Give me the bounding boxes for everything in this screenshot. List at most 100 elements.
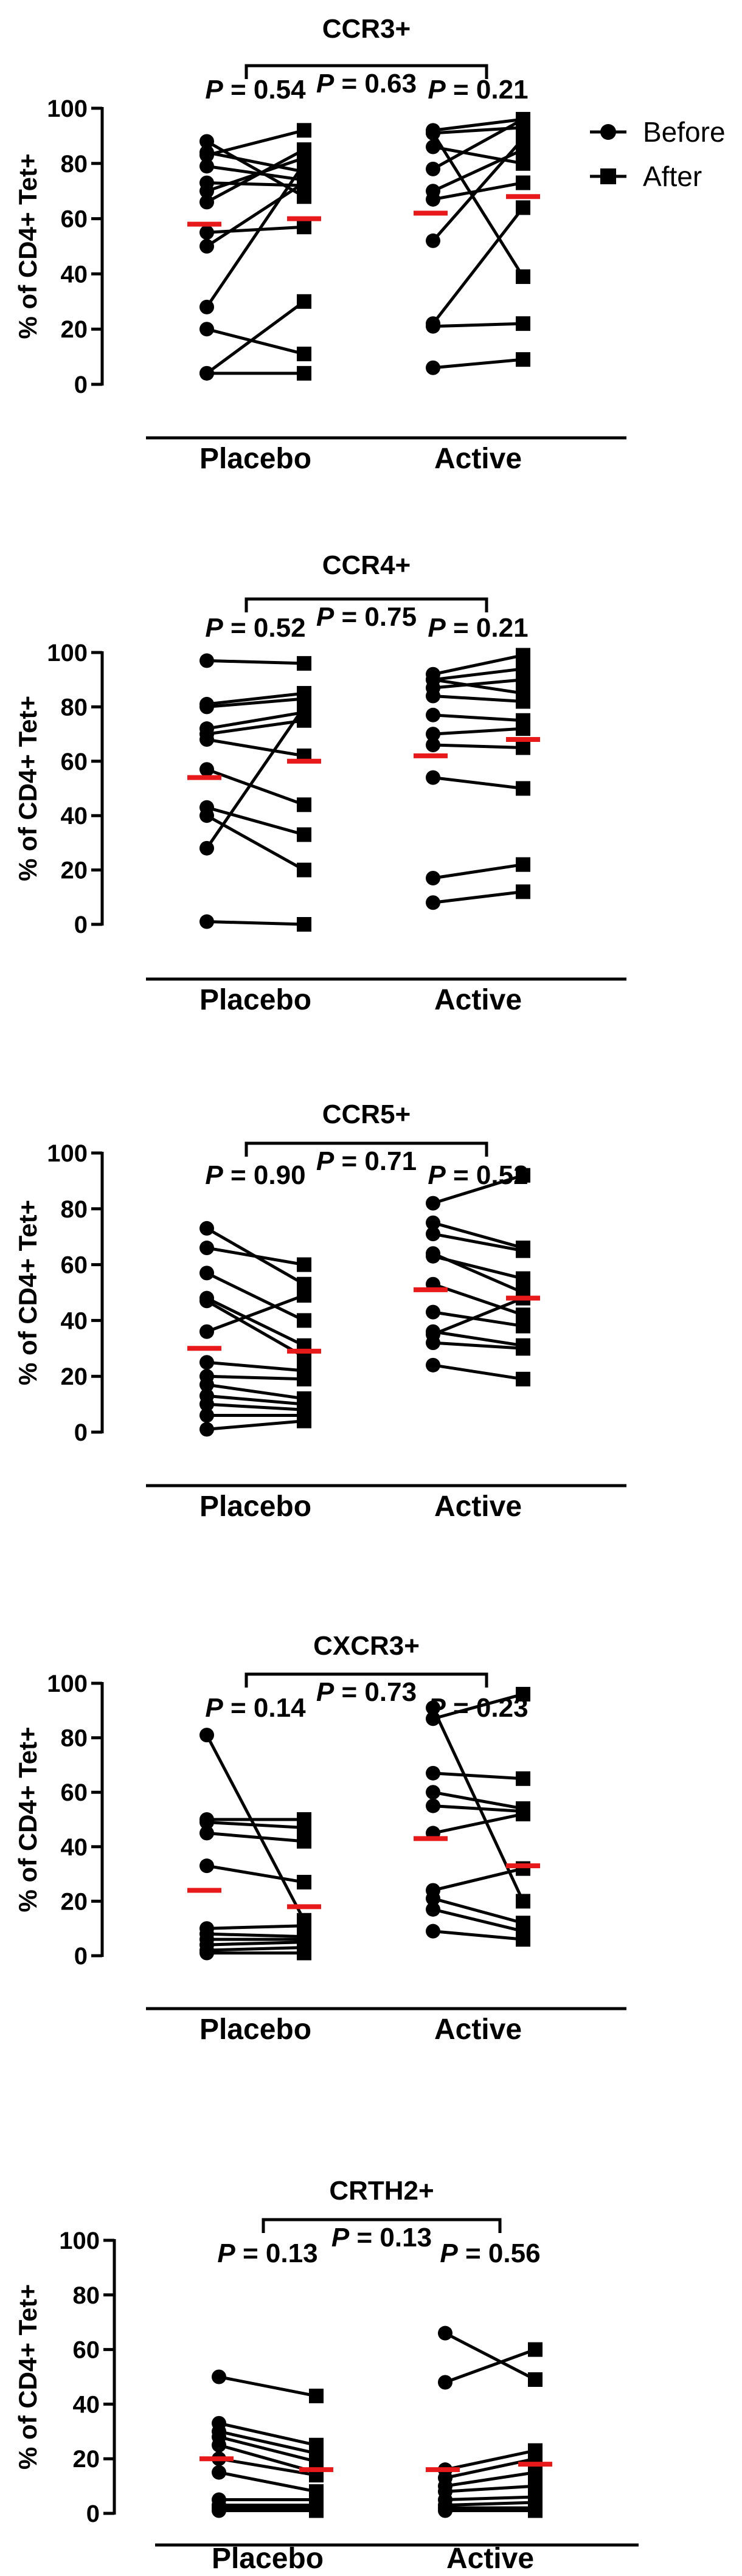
pair-line xyxy=(206,1297,305,1347)
pair-line xyxy=(432,776,524,790)
pair-line xyxy=(432,654,524,676)
after-point xyxy=(297,827,311,842)
y-tick-label: 100 xyxy=(47,95,88,122)
after-point xyxy=(516,1932,530,1947)
pair-line xyxy=(206,1864,305,1884)
pair-line xyxy=(432,678,524,690)
pair-line xyxy=(206,1300,305,1359)
group-active: P = 0.52 Active xyxy=(414,1160,540,1523)
pair-line xyxy=(432,713,524,722)
after-point xyxy=(516,1318,530,1334)
pair-line xyxy=(432,1930,524,1941)
before-point xyxy=(426,737,440,752)
pair-line xyxy=(218,2429,317,2455)
after-point xyxy=(516,1371,530,1387)
pair-line xyxy=(218,2375,317,2398)
before-point xyxy=(426,192,440,207)
p-symbol: P xyxy=(428,75,446,105)
p-value-text: = 0.54 xyxy=(223,75,306,105)
before-point xyxy=(199,1355,214,1370)
comparison-bracket xyxy=(244,597,488,612)
group-p-value: P = 0.21 xyxy=(428,75,528,105)
pair-line xyxy=(444,2332,536,2381)
y-tick-label: 40 xyxy=(61,261,88,288)
pair-line xyxy=(432,694,524,703)
before-point xyxy=(199,1293,214,1309)
group-p-value: P = 0.21 xyxy=(428,613,528,643)
before-point xyxy=(199,299,214,314)
p-value-text: = 0.63 xyxy=(334,69,417,99)
before-point xyxy=(426,871,440,886)
pair-line xyxy=(432,145,524,165)
pair-line xyxy=(218,2435,317,2463)
panel-4: CXCR3+ P = 0.73 0 20 40 60 80 100 % of CD4+ Tet+… xyxy=(13,1631,626,2046)
pair-line xyxy=(205,705,306,850)
after-point xyxy=(309,2388,324,2403)
p-symbol: P xyxy=(331,2223,350,2252)
before-point xyxy=(426,770,440,785)
pair-line xyxy=(206,300,305,375)
p-symbol: P xyxy=(217,2238,235,2268)
panel-3: CCR5+ P = 0.71 0 20 40 60 80 100 % of CD4+ Tet+ P… xyxy=(13,1099,626,1523)
after-point xyxy=(297,1313,311,1328)
before-point xyxy=(212,2437,226,2453)
y-tick-label: 20 xyxy=(73,2446,100,2473)
before-point xyxy=(199,653,214,668)
after-point xyxy=(297,123,311,138)
y-tick-label: 60 xyxy=(73,2337,100,2364)
pair-line xyxy=(432,1311,524,1328)
y-tick-label: 40 xyxy=(61,803,88,829)
after-point xyxy=(516,1341,530,1356)
panel-1: CCR3+ P = 0.63 0 20 40 60 80 100 % of CD4+ Tet+ P… xyxy=(13,14,626,475)
pair-line xyxy=(206,327,305,356)
y-tick-label: 80 xyxy=(61,151,88,178)
pair-line xyxy=(206,738,305,758)
after-point xyxy=(516,131,530,146)
y-axis-label: % of CD4+ Tet+ xyxy=(13,1727,42,1913)
y-tick-label: 60 xyxy=(61,1252,88,1279)
before-point xyxy=(426,895,440,910)
comparison-bracket xyxy=(244,64,488,79)
y-tick-label: 20 xyxy=(61,1888,88,1915)
pair-line xyxy=(445,2484,536,2493)
after-point xyxy=(297,142,311,158)
p-symbol: P xyxy=(428,1160,446,1190)
group-placebo: P = 0.13 Placebo xyxy=(199,2238,333,2575)
group-p-value: P = 0.14 xyxy=(205,1693,306,1723)
p-symbol: P xyxy=(316,1677,335,1707)
pair-line xyxy=(432,1908,524,1933)
pair-line xyxy=(206,659,305,665)
before-point xyxy=(426,1357,440,1373)
pair-line xyxy=(218,2471,317,2493)
before-point xyxy=(426,1765,440,1781)
after-point xyxy=(516,857,530,872)
after-point xyxy=(297,1413,311,1428)
pair-line xyxy=(432,1297,524,1336)
pair-line xyxy=(432,322,524,328)
y-tick-label: 60 xyxy=(61,1779,88,1806)
pair-line xyxy=(432,1341,524,1350)
before-point xyxy=(426,125,440,140)
y-tick-label: 0 xyxy=(74,912,88,938)
pair-line xyxy=(432,117,524,171)
after-point xyxy=(297,862,311,878)
before-point xyxy=(199,840,214,856)
pair-line xyxy=(432,890,524,904)
after-point xyxy=(516,740,530,755)
y-tick-label: 40 xyxy=(73,2391,100,2418)
after-point xyxy=(516,672,530,687)
before-point xyxy=(199,1422,214,1437)
pair-line xyxy=(432,863,524,880)
pair-line xyxy=(432,1897,524,1925)
after-point xyxy=(516,200,530,215)
p-symbol: P xyxy=(316,69,335,99)
before-point xyxy=(199,1241,214,1256)
pair-line xyxy=(206,1374,305,1381)
after-point xyxy=(516,1168,530,1183)
pair-line xyxy=(206,1941,305,1947)
pair-line xyxy=(206,1272,305,1322)
pair-line xyxy=(432,1221,524,1250)
after-point xyxy=(516,1243,530,1258)
y-tick-label: 100 xyxy=(47,1140,88,1167)
